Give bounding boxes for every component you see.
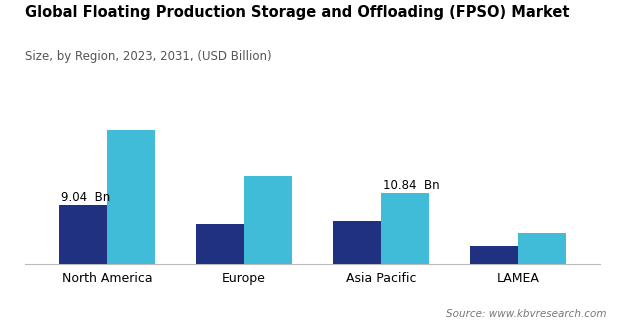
- Text: 10.84  Bn: 10.84 Bn: [383, 179, 440, 192]
- Legend: 2023, 2031: 2023, 2031: [173, 319, 314, 322]
- Bar: [244, 176, 292, 264]
- Text: Size, by Region, 2023, 2031, (USD Billion): Size, by Region, 2023, 2031, (USD Billio…: [25, 50, 271, 63]
- Text: Source: www.kbvresearch.com: Source: www.kbvresearch.com: [446, 309, 607, 319]
- Text: Global Floating Production Storage and Offloading (FPSO) Market: Global Floating Production Storage and O…: [25, 5, 569, 20]
- Bar: [518, 233, 566, 264]
- Bar: [333, 221, 381, 264]
- Text: 9.04  Bn: 9.04 Bn: [61, 191, 110, 204]
- Bar: [381, 193, 429, 264]
- Bar: [196, 223, 244, 264]
- Bar: [470, 246, 518, 264]
- Bar: [59, 205, 107, 264]
- Bar: [107, 130, 155, 264]
